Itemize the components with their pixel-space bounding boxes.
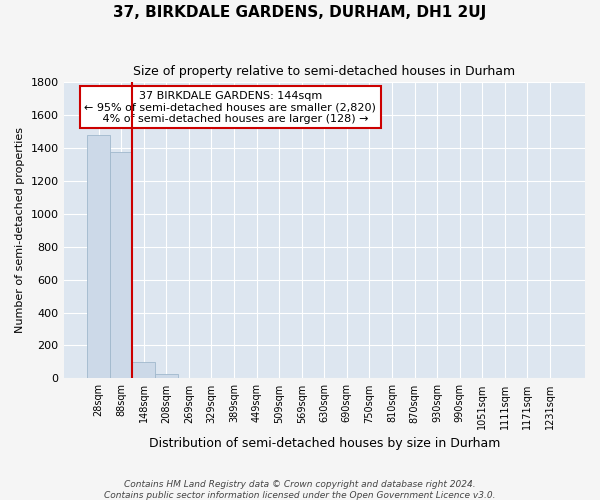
Bar [87, 134, 110, 378]
Title: Size of property relative to semi-detached houses in Durham: Size of property relative to semi-detach… [133, 65, 515, 78]
Text: Contains HM Land Registry data © Crown copyright and database right 2024.
Contai: Contains HM Land Registry data © Crown c… [104, 480, 496, 500]
Text: 37, BIRKDALE GARDENS, DURHAM, DH1 2UJ: 37, BIRKDALE GARDENS, DURHAM, DH1 2UJ [113, 5, 487, 20]
X-axis label: Distribution of semi-detached houses by size in Durham: Distribution of semi-detached houses by … [149, 437, 500, 450]
Bar [155, 374, 178, 378]
Bar [133, 362, 155, 378]
Bar [110, 152, 133, 378]
Text: 37 BIRKDALE GARDENS: 144sqm  
← 95% of semi-detached houses are smaller (2,820)
: 37 BIRKDALE GARDENS: 144sqm ← 95% of sem… [85, 91, 376, 124]
Y-axis label: Number of semi-detached properties: Number of semi-detached properties [15, 127, 25, 333]
